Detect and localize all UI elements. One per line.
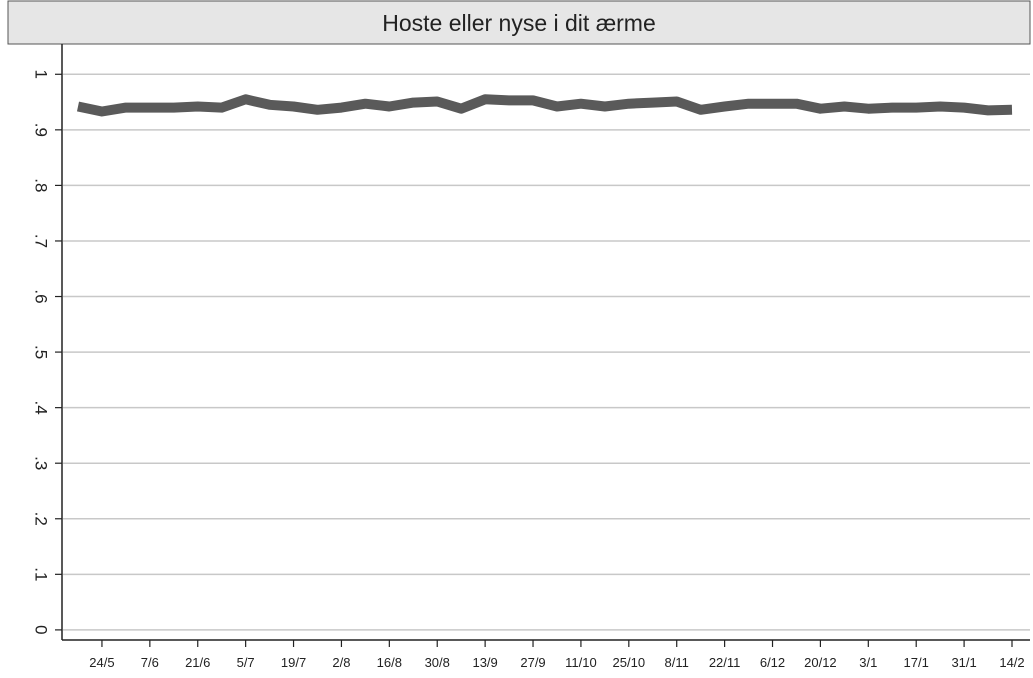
y-tick-label: .4 xyxy=(32,401,51,415)
x-tick-label: 14/2 xyxy=(999,655,1024,670)
x-tick-label: 16/8 xyxy=(377,655,402,670)
data-line xyxy=(76,94,1013,117)
x-tick-label: 31/1 xyxy=(951,655,976,670)
x-tick-label: 27/9 xyxy=(520,655,545,670)
y-tick-label: .1 xyxy=(32,567,51,581)
x-tick-label: 20/12 xyxy=(804,655,837,670)
x-tick-label: 24/5 xyxy=(89,655,114,670)
x-tick-label: 22/11 xyxy=(709,655,741,670)
x-tick-label: 3/1 xyxy=(859,655,877,670)
x-tick-label: 30/8 xyxy=(425,655,450,670)
y-tick-label: 1 xyxy=(32,70,51,79)
x-tick-label: 11/10 xyxy=(565,655,597,670)
x-tick-label: 7/6 xyxy=(141,655,159,670)
x-tick-label: 19/7 xyxy=(281,655,306,670)
x-tick-label: 6/12 xyxy=(760,655,785,670)
chart-title: Hoste eller nyse i dit ærme xyxy=(382,10,656,36)
y-tick-label: .7 xyxy=(32,234,51,248)
y-tick-label: .2 xyxy=(32,512,51,526)
x-tick-label: 13/9 xyxy=(472,655,497,670)
y-tick-label: .9 xyxy=(32,123,51,137)
y-tick-label: .3 xyxy=(32,456,51,470)
x-tick-label: 17/1 xyxy=(904,655,929,670)
x-tick-label: 8/11 xyxy=(665,655,689,670)
x-tick-label: 21/6 xyxy=(185,655,210,670)
y-tick-label: .8 xyxy=(32,178,51,192)
y-tick-label: .6 xyxy=(32,289,51,303)
y-tick-label: .5 xyxy=(32,345,51,359)
title-box xyxy=(7,0,1031,45)
x-tick-label: 2/8 xyxy=(332,655,350,670)
y-tick-label: 0 xyxy=(32,625,51,634)
x-tick-label: 5/7 xyxy=(237,655,255,670)
x-tick-label: 25/10 xyxy=(613,655,646,670)
